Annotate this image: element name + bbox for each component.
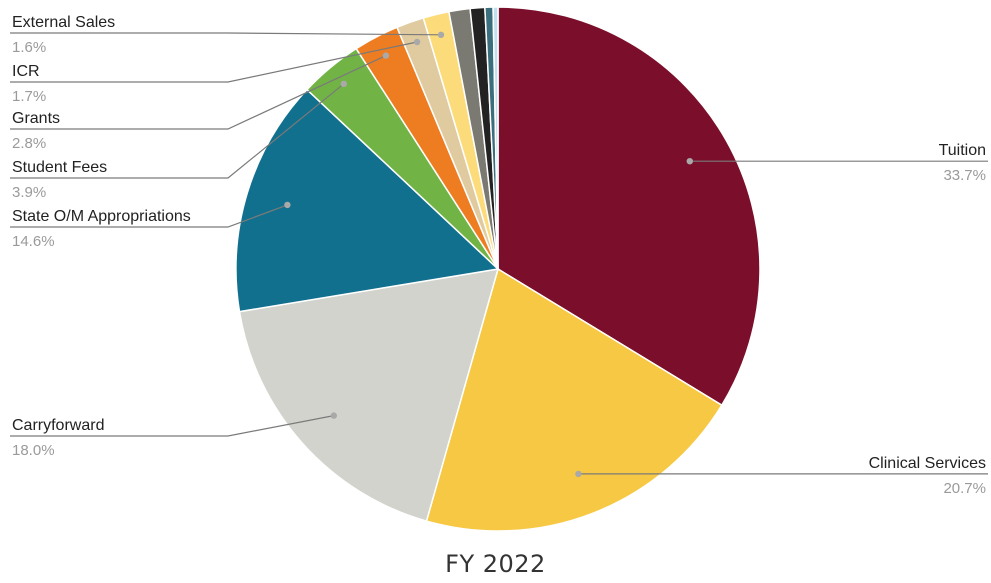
leader-dot-grants [382, 52, 390, 59]
slice-percent-student-fees: 3.9% [12, 184, 46, 201]
slice-percent-clinical-services: 20.7% [943, 480, 986, 497]
leader-dot-icr [413, 38, 421, 46]
leader-dot-tuition [686, 158, 693, 165]
leader-line-carryforward [10, 415, 334, 437]
leader-line-student-fees [10, 83, 345, 179]
slice-percent-grants: 2.8% [12, 135, 46, 152]
slice-label-tuition: Tuition [939, 142, 986, 159]
pie-slice-tuition [497, 6, 761, 407]
slice-label-state-o-m-appropriations: State O/M Appropriations [12, 208, 191, 225]
slice-label-icr: ICR [12, 63, 40, 80]
pie-slice-unlabeled-11 [492, 6, 499, 270]
chart-title: FY 2022 [445, 550, 546, 578]
pie-labels: Tuition 33.7% Clinical Services 20.7% Carryf… [10, 14, 988, 497]
leader-line-external-sales [10, 32, 442, 36]
slice-percent-icr: 1.7% [12, 88, 46, 105]
pie-chart: Tuition 33.7% Clinical Services 20.7% Carryf… [10, 6, 988, 532]
pie-slice-clinical-services [425, 267, 723, 532]
leader-dot-clinical-services [575, 470, 582, 478]
pie-slice-carryforward [238, 268, 500, 522]
leader-dot-student-fees [340, 80, 347, 88]
slice-label-clinical-services: Clinical Services [869, 455, 986, 472]
slice-percent-tuition: 33.7% [943, 167, 986, 184]
leader-line-grants [10, 55, 387, 130]
slice-label-grants: Grants [12, 110, 60, 127]
leader-line-icr [10, 41, 418, 83]
leader-dot-external-sales [437, 31, 445, 38]
slice-percent-state-o-m-appropriations: 14.6% [12, 233, 55, 250]
slice-label-external-sales: External Sales [12, 14, 115, 31]
slice-percent-carryforward: 18.0% [12, 442, 55, 459]
slice-label-student-fees: Student Fees [12, 159, 107, 176]
pie-slices [235, 6, 761, 532]
slice-percent-external-sales: 1.6% [12, 39, 46, 56]
leader-dot-carryforward [330, 412, 337, 419]
slice-label-carryforward: Carryforward [12, 417, 104, 434]
leader-line-state-o-m-appropriations [10, 204, 288, 228]
pie-slice-state-o-m-appropriations [235, 88, 500, 313]
leader-dot-state-o-m-appropriations [284, 201, 291, 209]
